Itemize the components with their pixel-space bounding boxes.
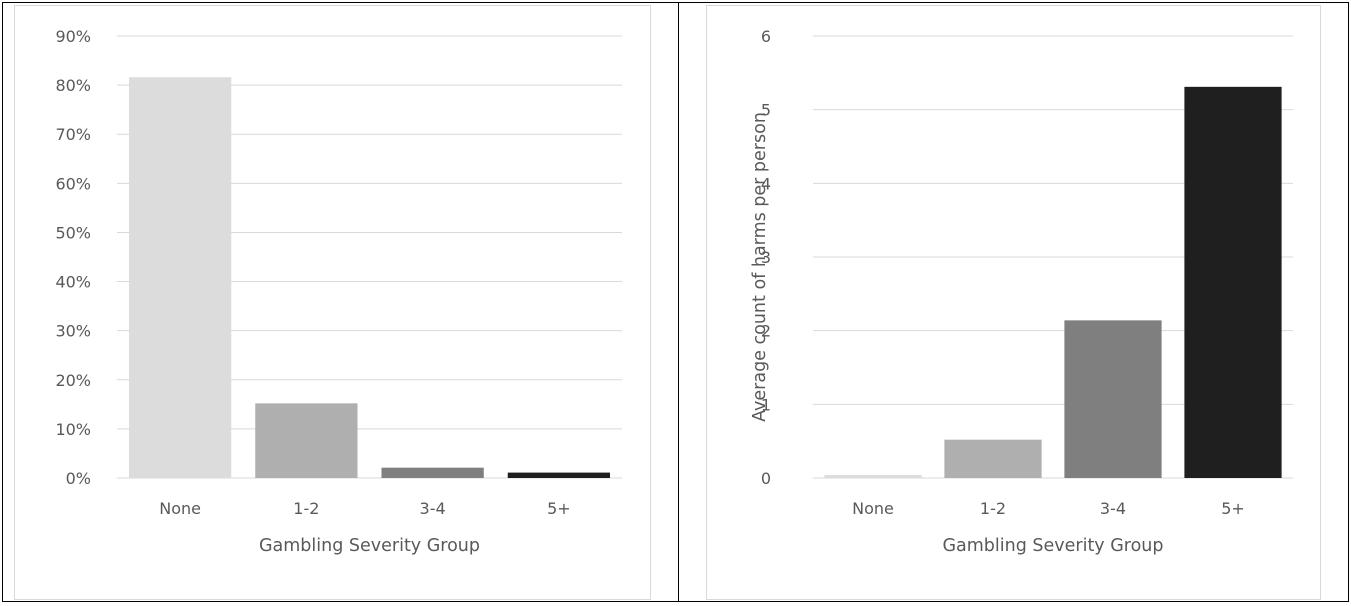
x-category-label: 3-4 — [1100, 499, 1126, 518]
y-tick-label: 60% — [55, 174, 91, 193]
x-category-label: None — [159, 499, 201, 518]
x-category-label: 3-4 — [420, 499, 446, 518]
y-tick-label: 3 — [761, 248, 771, 267]
bar — [255, 403, 358, 478]
chart-percent-svg: 0% 10% 20% 30% 40% 50% 60% 70% 80% 90% None 1-2 3-4 5… — [55, 27, 622, 556]
x-category-label: None — [852, 499, 894, 518]
bar — [1064, 320, 1162, 478]
y-axis-title: Average count of harms per person — [750, 112, 770, 422]
chart-harms-by-severity: 0 1 2 3 4 5 6 None 1-2 3-4 5+ Gambling Severity Gro… — [706, 5, 1321, 600]
bar — [381, 467, 484, 478]
bar — [824, 475, 922, 478]
x-category-label: 5+ — [547, 499, 571, 518]
x-category-label: 1-2 — [980, 499, 1006, 518]
y-tick-label: 4 — [761, 174, 771, 193]
y-tick-label: 1 — [761, 395, 771, 414]
y-tick-label: 5 — [761, 101, 771, 120]
y-tick-label: 40% — [55, 273, 91, 292]
y-tick-label: 30% — [55, 322, 91, 341]
bar — [128, 77, 232, 479]
bar — [507, 472, 611, 478]
y-tick-label: 6 — [761, 27, 771, 46]
bar — [944, 439, 1042, 478]
x-category-label: 1-2 — [293, 499, 319, 518]
y-tick-label: 70% — [55, 125, 91, 144]
y-tick-label: 80% — [55, 76, 91, 95]
bar — [1184, 86, 1282, 478]
x-axis-title: Gambling Severity Group — [259, 536, 480, 556]
x-axis-title: Gambling Severity Group — [942, 536, 1163, 556]
chart-harms-svg: 0 1 2 3 4 5 6 None 1-2 3-4 5+ Gambling Severity Gro… — [750, 27, 1293, 556]
y-tick-label: 2 — [761, 322, 771, 341]
y-tick-label: 10% — [55, 420, 91, 439]
y-tick-label: 20% — [55, 371, 91, 390]
y-tick-label: 0 — [761, 469, 771, 488]
y-tick-label: 90% — [55, 27, 91, 46]
y-tick-label: 50% — [55, 223, 91, 242]
y-tick-label: 0% — [66, 469, 91, 488]
x-category-label: 5+ — [1221, 499, 1245, 518]
chart-percent-by-severity: 0% 10% 20% 30% 40% 50% 60% 70% 80% 90% None 1-2 3-4 5… — [14, 5, 651, 600]
